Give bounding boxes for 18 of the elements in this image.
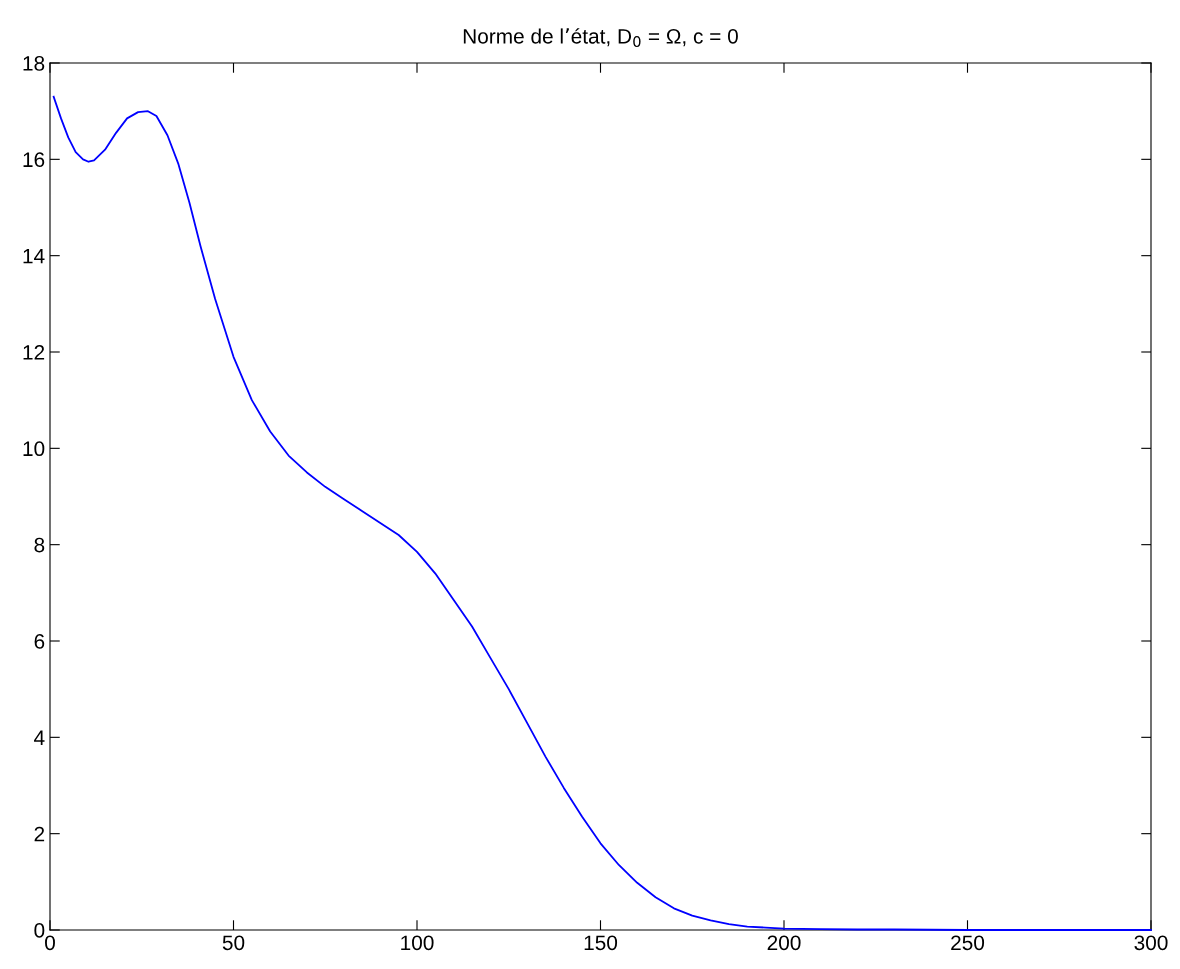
- y-tick-label: 2: [34, 826, 45, 842]
- y-tick-label: 4: [34, 730, 45, 745]
- x-tick-label: 250: [951, 935, 985, 951]
- y-tick-label: 0: [34, 923, 45, 938]
- y-tick-label: 10: [23, 441, 45, 457]
- x-tick-label: 0: [45, 935, 55, 951]
- x-tick-label: 50: [222, 935, 245, 951]
- y-tick-label: 6: [34, 634, 45, 649]
- x-tick-label: 100: [401, 935, 434, 951]
- x-tick-label: 200: [767, 935, 801, 951]
- y-tick-label: 16: [23, 152, 45, 168]
- x-tick-label: 150: [584, 935, 618, 951]
- chart-title: Norme de l’état, D$_{0}$ = Ω, c = 0: [463, 28, 738, 48]
- x-tick-label: 300: [1134, 935, 1168, 951]
- y-tick-label: 18: [23, 56, 45, 71]
- y-tick-label: 12: [23, 345, 45, 360]
- y-tick-label: 14: [23, 248, 45, 264]
- y-tick-label: 8: [34, 537, 45, 553]
